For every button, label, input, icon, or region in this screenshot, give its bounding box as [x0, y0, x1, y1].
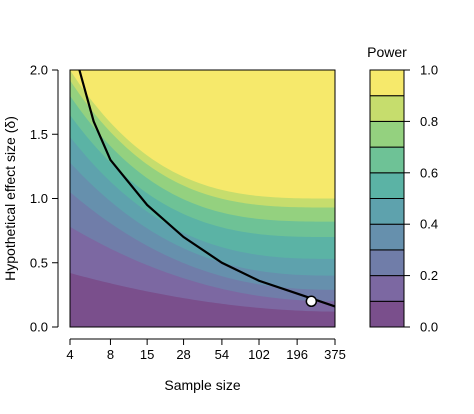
legend-band [369, 223, 405, 251]
legend-band [369, 249, 405, 277]
legend-tick-label: 0.4 [420, 217, 438, 232]
y-axis: 0.0 0.5 1.0 1.5 2.0 [30, 63, 59, 335]
legend-tick-label: 1.0 [420, 63, 438, 78]
legend: Power 0.0 0.2 0.4 0.6 0.8 1.0 [367, 44, 438, 335]
x-tick-label: 28 [176, 347, 190, 362]
legend-tick-label: 0.6 [420, 165, 438, 180]
legend-band [369, 120, 405, 148]
highlighted-power-curve [78, 69, 336, 308]
legend-band [369, 95, 405, 122]
y-tick-label: 1.5 [30, 127, 48, 142]
y-axis-label: Hypothetical effect size (δ) [2, 116, 18, 281]
marked-point [305, 295, 318, 308]
x-tick-label: 102 [248, 347, 270, 362]
legend-ticks: 0.0 0.2 0.4 0.6 0.8 1.0 [404, 63, 438, 335]
legend-band [369, 275, 405, 302]
legend-tick-label: 0.2 [420, 268, 438, 283]
legend-band [369, 172, 405, 200]
x-tick-label: 54 [215, 347, 229, 362]
x-tick-label: 196 [286, 347, 308, 362]
x-axis-label: Sample size [164, 377, 240, 393]
legend-band [369, 146, 405, 174]
legend-tick-label: 0.8 [420, 114, 438, 129]
x-tick-label: 15 [140, 347, 154, 362]
x-tick-label: 4 [66, 347, 73, 362]
x-tick-label: 8 [107, 347, 114, 362]
y-tick-label: 0.0 [30, 320, 48, 335]
x-tick-label: 375 [324, 347, 346, 362]
y-tick-label: 0.5 [30, 255, 48, 270]
legend-colorbar [369, 69, 405, 328]
y-tick-label: 1.0 [30, 191, 48, 206]
legend-title: Power [367, 44, 407, 60]
contour-fills [70, 70, 335, 327]
legend-tick-label: 0.0 [420, 320, 438, 335]
legend-frame [369, 69, 405, 328]
plot-frame [69, 69, 336, 328]
legend-band [369, 300, 405, 328]
x-axis: 4 8 15 28 54 102 196 375 [66, 338, 346, 362]
legend-band [369, 198, 405, 225]
contour-band [70, 273, 335, 327]
legend-band [369, 69, 405, 97]
y-tick-label: 2.0 [30, 63, 48, 78]
